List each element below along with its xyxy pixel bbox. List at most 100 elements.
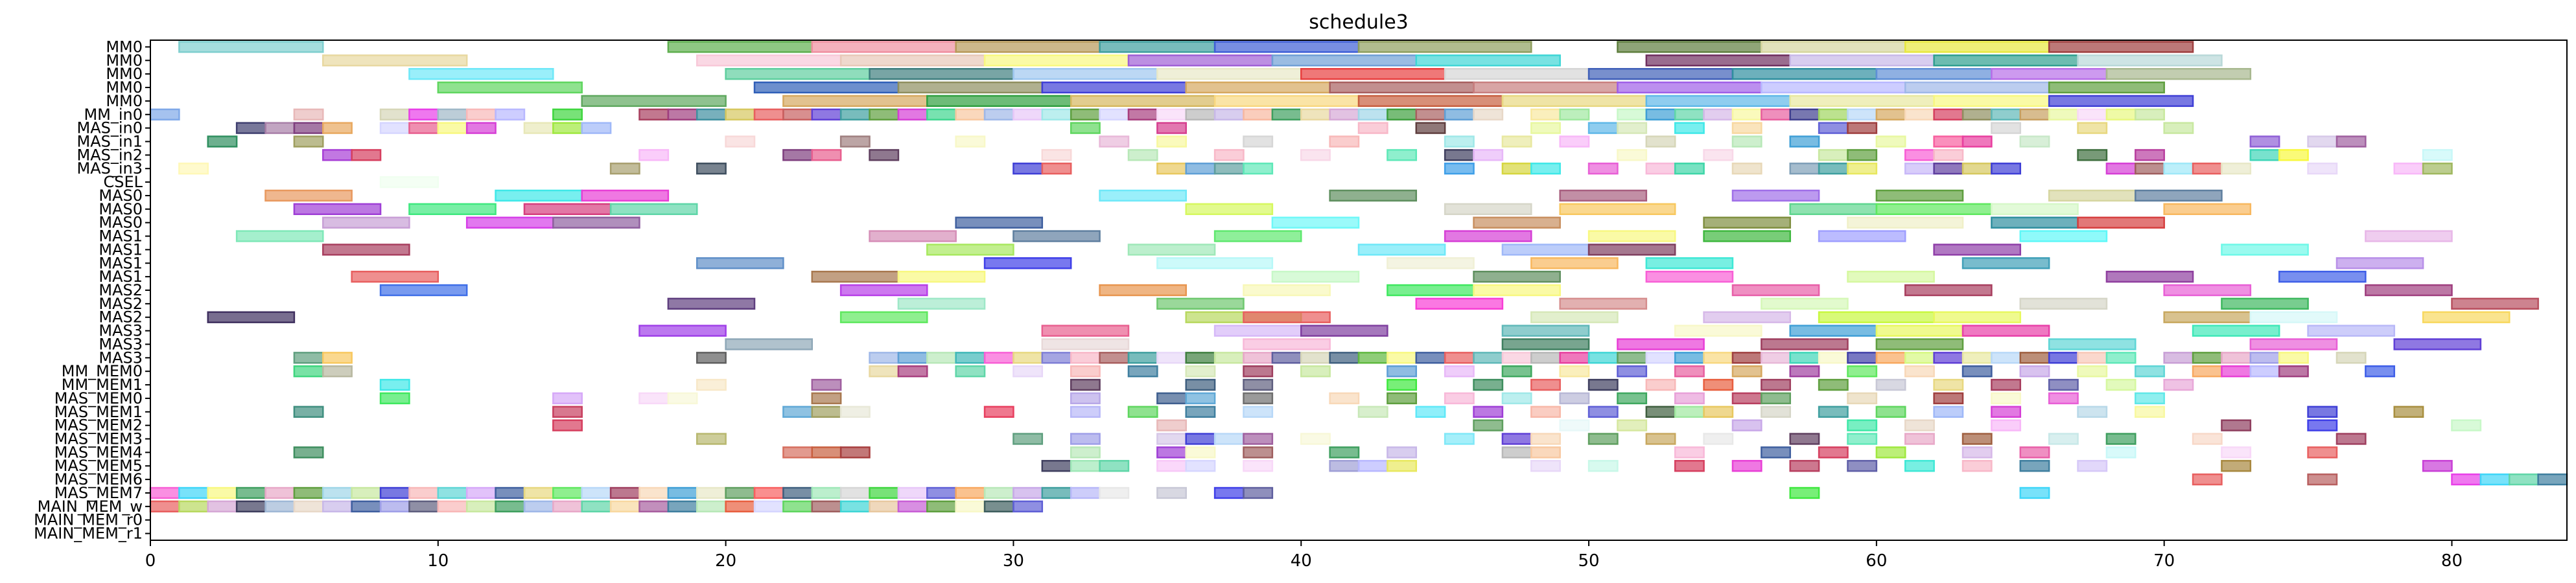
schedule-bar [1674, 163, 1705, 175]
schedule-bar [581, 189, 670, 202]
x-tick-label: 50 [1578, 551, 1600, 571]
schedule-bar [1444, 163, 1475, 175]
schedule-bar [1904, 41, 2050, 53]
schedule-bar [1961, 460, 1993, 472]
schedule-bar [1933, 244, 2022, 256]
schedule-bar [2048, 392, 2079, 405]
schedule-bar [1789, 460, 1820, 472]
schedule-bar [2048, 378, 2079, 391]
schedule-bar [2077, 122, 2108, 134]
schedule-bar [1761, 41, 1906, 53]
schedule-bar [1530, 311, 1619, 323]
y-tick-label: MM0 [106, 78, 143, 97]
schedule-bar [2077, 216, 2165, 229]
schedule-bar [1933, 135, 1964, 148]
schedule-bar [2077, 365, 2108, 378]
schedule-bar [2249, 338, 2338, 350]
schedule-bar [1329, 189, 1418, 202]
schedule-bar [1070, 95, 1216, 108]
schedule-bar [725, 135, 756, 148]
schedule-bar [2393, 406, 2424, 418]
schedule-bar [2192, 365, 2223, 378]
schedule-bar [1473, 352, 1504, 364]
y-tick-label: CSEL [103, 173, 143, 191]
schedule-bar [667, 41, 814, 53]
schedule-bar [1818, 108, 1849, 120]
schedule-bar [897, 297, 986, 310]
schedule-bar [1530, 446, 1561, 459]
schedule-bar [1731, 122, 1762, 134]
schedule-bar [1587, 230, 1676, 242]
schedule-bar [1617, 419, 1648, 431]
schedule-bar [1444, 352, 1475, 364]
schedule-bar [465, 108, 497, 120]
schedule-bar [1243, 135, 1274, 148]
schedule-bar [1300, 149, 1331, 161]
schedule-bar [1070, 378, 1101, 391]
schedule-bar [408, 122, 439, 134]
y-tick-label: MAS0 [99, 214, 143, 232]
schedule-bar [2221, 244, 2309, 256]
schedule-bar [322, 244, 410, 256]
schedule-bar [2307, 325, 2395, 337]
y-tick-label: MAS_MEM6 [54, 470, 143, 488]
schedule-bar [2221, 297, 2309, 310]
y-tick-label: MAIN_MEM_r1 [34, 525, 143, 543]
schedule-bar [955, 135, 986, 148]
schedule-bar [1099, 189, 1187, 202]
schedule-bar [1243, 392, 1274, 405]
schedule-bar [1156, 460, 1187, 472]
schedule-bar [1961, 352, 1993, 364]
schedule-bar [1156, 486, 1187, 499]
schedule-bar [1933, 149, 1964, 161]
schedule-bar [495, 486, 526, 499]
schedule-bar [379, 500, 410, 513]
schedule-bar [1761, 108, 1791, 120]
schedule-bar [1156, 419, 1187, 431]
schedule-bar [1818, 149, 1849, 161]
schedule-bar [1761, 406, 1791, 418]
schedule-bar [2019, 108, 2050, 120]
schedule-bar [983, 352, 1014, 364]
schedule-bar [1013, 163, 1044, 175]
schedule-bar [581, 122, 612, 134]
y-tick-label: MAS0 [99, 187, 143, 205]
schedule-bar [2163, 122, 2194, 134]
schedule-bar [1731, 284, 1820, 297]
schedule-bar [1645, 108, 1676, 120]
schedule-bar [1991, 419, 2022, 431]
schedule-bar [1415, 54, 1561, 67]
schedule-bar [782, 149, 814, 161]
schedule-bar [293, 406, 324, 418]
y-tick-label: MAS0 [99, 200, 143, 218]
schedule-bar [2336, 352, 2367, 364]
schedule-bar [1013, 108, 1044, 120]
schedule-bar [1847, 433, 1878, 445]
schedule-bar [696, 500, 727, 513]
schedule-bar [1243, 311, 1331, 323]
schedule-bar [2105, 270, 2194, 283]
schedule-bar [1559, 392, 1590, 405]
schedule-bar [1559, 365, 1590, 378]
schedule-bar [2221, 446, 2252, 459]
schedule-bar [1213, 163, 1245, 175]
schedule-bar [1473, 108, 1504, 120]
schedule-bar [609, 163, 640, 175]
schedule-bar [1731, 392, 1762, 405]
schedule-bar [1991, 352, 2022, 364]
schedule-bar [1703, 108, 1734, 120]
schedule-bar [869, 230, 957, 242]
schedule-bar [1013, 67, 1158, 80]
schedule-bar [1818, 311, 1935, 323]
schedule-bar [2105, 446, 2137, 459]
schedule-bar [178, 486, 209, 499]
schedule-bar [1185, 81, 1331, 94]
schedule-bar [1645, 257, 1734, 269]
schedule-bar [1559, 189, 1648, 202]
schedule-bar [322, 54, 468, 67]
schedule-bar [552, 419, 583, 431]
schedule-bar [1818, 163, 1849, 175]
schedule-bar [1587, 244, 1676, 256]
schedule-bar [2105, 163, 2137, 175]
schedule-bar [1645, 135, 1676, 148]
